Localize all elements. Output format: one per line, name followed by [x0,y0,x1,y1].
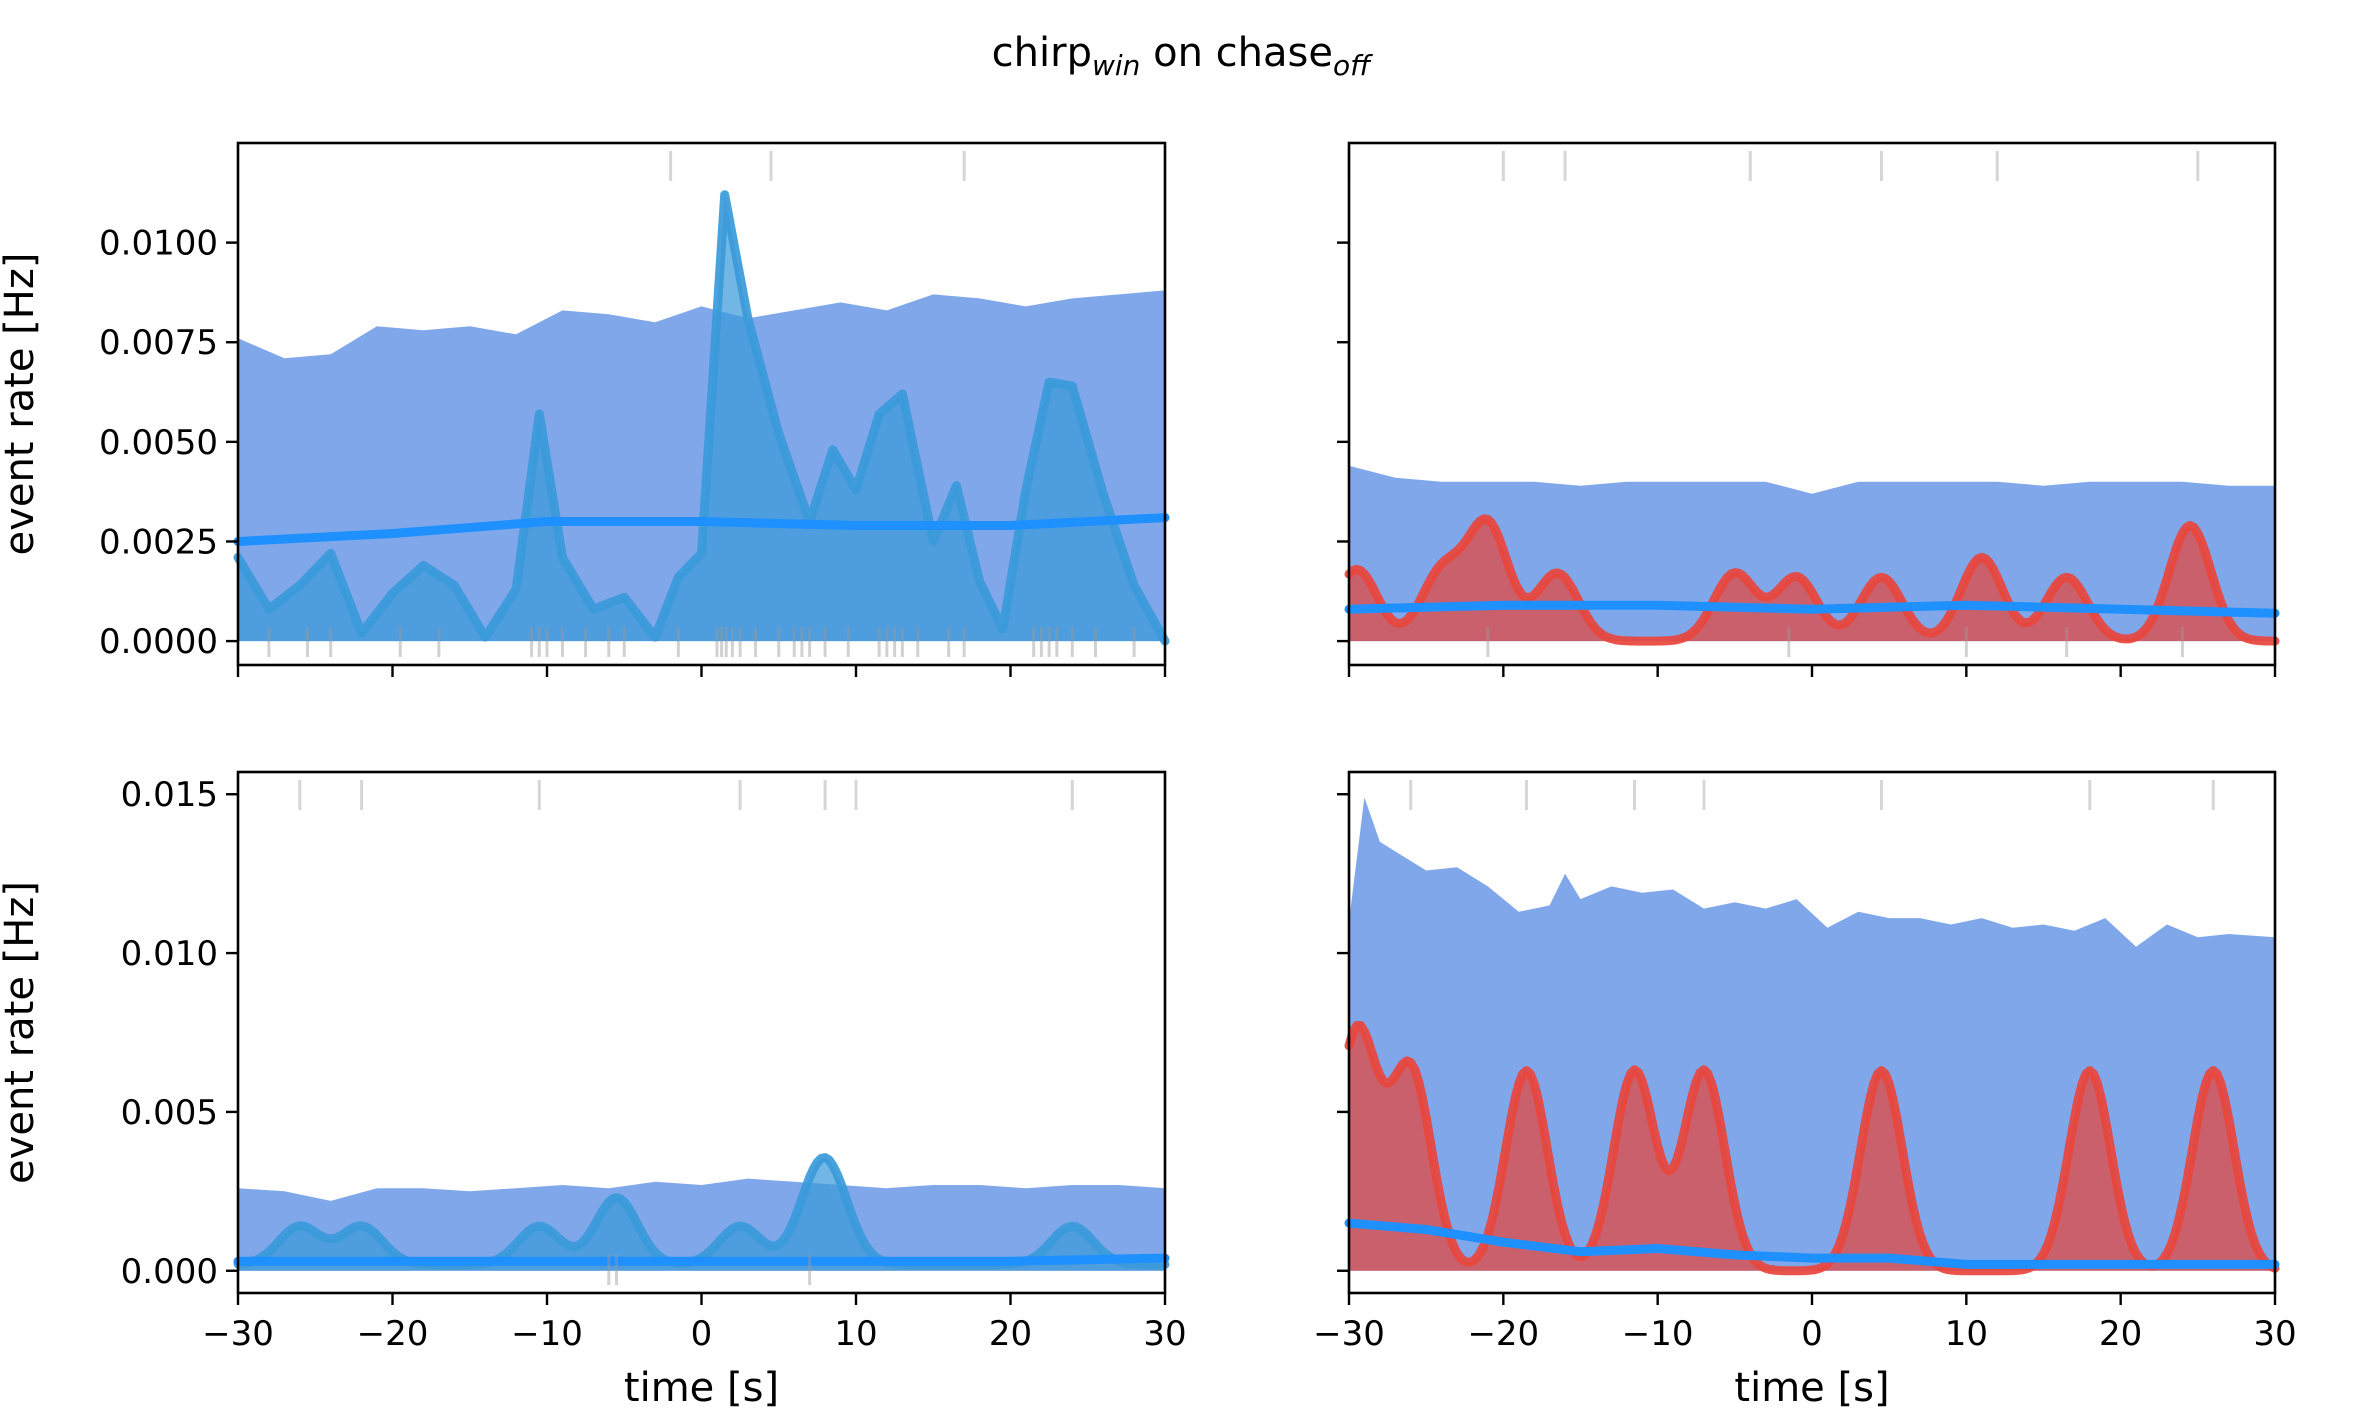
title-main: chirp [992,30,1092,76]
y-axis-label: event rate [Hz] [0,881,43,1184]
event-rate-line [1344,1021,2280,1276]
y-tick-label: 0.000 [121,1252,218,1292]
x-tick-label: 10 [834,1314,877,1354]
figure-title: chirpwin on chaseoff [992,30,1373,82]
event-rate-fill [238,194,1165,642]
median-line [233,1253,1170,1266]
y-tick-label: 0.015 [121,775,218,815]
panel-top-right [1337,141,2280,677]
panel-top-left: 0.0000 0.0025 0.0050 0.0075 0.0100 event rate… [0,141,1170,677]
y-tick-label: 0.0050 [99,423,218,463]
panel-bottom-left: 0.000 0.005 0.010 0.015 −30 −20 −10 0 10 20 30 even… [0,770,1187,1411]
event-ticks [267,151,1136,657]
x-tick-label: 30 [2253,1314,2296,1354]
y-tick-label: 0.0000 [99,622,218,662]
x-tick-label: 0 [1801,1314,1823,1354]
title-mid: on chase [1140,30,1333,76]
x-tick-label: 20 [2099,1314,2142,1354]
x-axis-label: time [s] [624,1365,779,1411]
event-ticks [1409,780,2215,810]
event-rate-line [1344,514,2280,646]
y-tick-label: 0.010 [121,934,218,974]
x-axis-label: time [s] [1734,1365,1889,1411]
event-rate-line [233,190,1170,646]
x-tick-label: −10 [1622,1314,1694,1354]
x-tick-label: 20 [989,1314,1032,1354]
median-line [1344,600,2280,618]
y-tick-label: 0.005 [121,1093,218,1133]
panel-bottom-right: −30 −20 −10 0 10 20 30 time [s] [1313,770,2297,1411]
envelope-band [1349,797,2275,1271]
event-rate-fill [1349,1025,2275,1271]
y-tick-label: 0.0100 [99,224,218,264]
x-tick-label: −10 [511,1314,583,1354]
median-line [233,513,1170,546]
envelope-band [238,1178,1165,1271]
x-tick-label: 10 [1945,1314,1988,1354]
median-line [1344,1218,2280,1269]
y-tick-label: 0.0075 [99,323,218,363]
x-tick-label: −30 [202,1314,274,1354]
x-tick-label: 0 [691,1314,713,1354]
title-main-subscript: win [1092,49,1140,82]
y-tick-label: 0.0025 [99,522,218,562]
x-tick-label: −20 [357,1314,429,1354]
title-mid-subscript: off [1333,49,1373,82]
x-tick-label: −30 [1313,1314,1385,1354]
event-ticks [298,780,1074,1285]
x-tick-label: −20 [1467,1314,1539,1354]
x-tick-label: 30 [1143,1314,1186,1354]
y-axis-label: event rate [Hz] [0,253,43,556]
